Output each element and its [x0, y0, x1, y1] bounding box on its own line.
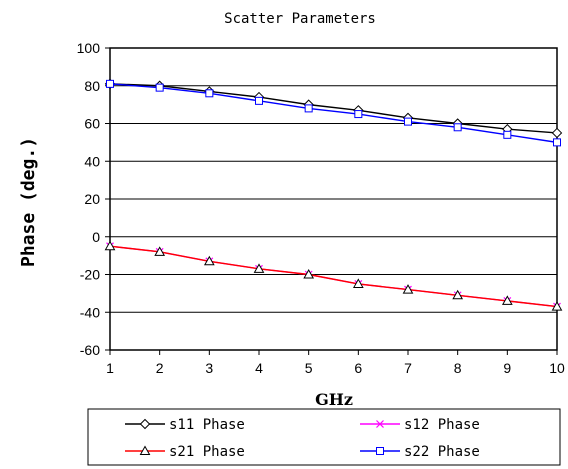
legend-label: s21 Phase: [169, 444, 245, 460]
y-axis-ticks: 100 80 60 40 20 0 -20 -40 -60: [77, 40, 110, 358]
y-tick-label: -60: [80, 342, 100, 358]
marker-triangle: [452, 289, 464, 300]
marker-square: [255, 96, 263, 105]
marker-square: [205, 89, 214, 98]
legend-box: [87, 408, 561, 466]
legend-entry: s22 Phase: [360, 444, 480, 460]
x-tick-label: 5: [305, 360, 313, 376]
legend-label: s12 Phase: [404, 417, 480, 433]
marker-x: [376, 420, 384, 428]
grid-lines: [110, 47, 557, 351]
legend-entry: s12 Phase: [360, 417, 480, 433]
y-tick-label: 20: [84, 191, 100, 207]
y-tick-label: 0: [92, 229, 100, 245]
marker-triangle: [253, 263, 265, 273]
series-group: [104, 78, 563, 311]
legend-entry: s11 Phase: [125, 417, 245, 433]
x-tick-label: 10: [549, 360, 565, 376]
y-tick-label: -40: [80, 304, 100, 320]
legend-label: s11 Phase: [169, 417, 245, 433]
marker-square: [376, 447, 384, 455]
y-axis-label: Phase (deg.): [18, 137, 39, 267]
x-axis-label: GHz: [315, 390, 353, 409]
legend-entry: s21 Phase: [125, 444, 245, 460]
marker-square: [553, 138, 561, 147]
y-tick-label: 80: [84, 78, 100, 94]
marker-diamond: [139, 418, 151, 430]
y-tick-label: -20: [80, 267, 100, 283]
x-tick-label: 9: [503, 360, 511, 376]
marker-triangle: [139, 445, 151, 455]
marker-square: [304, 104, 313, 113]
marker-square: [404, 117, 412, 126]
marker-square: [155, 83, 164, 92]
y-tick-label: 100: [77, 40, 101, 56]
marker-square: [354, 110, 363, 119]
x-tick-label: 2: [156, 360, 164, 376]
series-line: [109, 83, 558, 134]
legend-label: s22 Phase: [404, 444, 480, 460]
series-line: [109, 245, 558, 308]
marker-triangle: [551, 301, 563, 311]
marker-square: [453, 123, 462, 132]
marker-x-stroke: [376, 420, 384, 428]
x-tick-label: 8: [454, 360, 462, 376]
series-line: [109, 83, 558, 144]
marker-triangle: [303, 268, 315, 279]
series-s21-phase: [104, 240, 563, 311]
series-s12-phase: [106, 242, 561, 311]
x-tick-label: 4: [255, 360, 263, 376]
marker-triangle: [501, 295, 513, 305]
marker-triangle: [352, 278, 364, 288]
marker-triangle: [203, 255, 215, 266]
x-tick-label: 6: [354, 360, 362, 376]
y-tick-label: 40: [84, 153, 100, 169]
y-tick-label: 60: [84, 116, 100, 132]
legend: s11 Phase s12 Phase s21 Phase s22 Phase: [125, 417, 480, 460]
marker-triangle: [402, 284, 414, 294]
x-tick-label: 7: [404, 360, 412, 376]
marker-square: [106, 79, 114, 88]
marker-diamond: [551, 127, 563, 139]
marker-triangle: [104, 240, 116, 251]
x-tick-label: 3: [205, 360, 213, 376]
marker-triangle: [154, 246, 166, 256]
series-s22-phase: [106, 79, 561, 147]
series-s11-phase: [104, 78, 563, 139]
x-axis-ticks: 1 2 3 4 5 6 7 8 9 10: [106, 350, 565, 376]
marker-square: [503, 130, 512, 139]
x-tick-label: 1: [106, 360, 114, 376]
chart-title: Scatter Parameters: [224, 11, 376, 27]
